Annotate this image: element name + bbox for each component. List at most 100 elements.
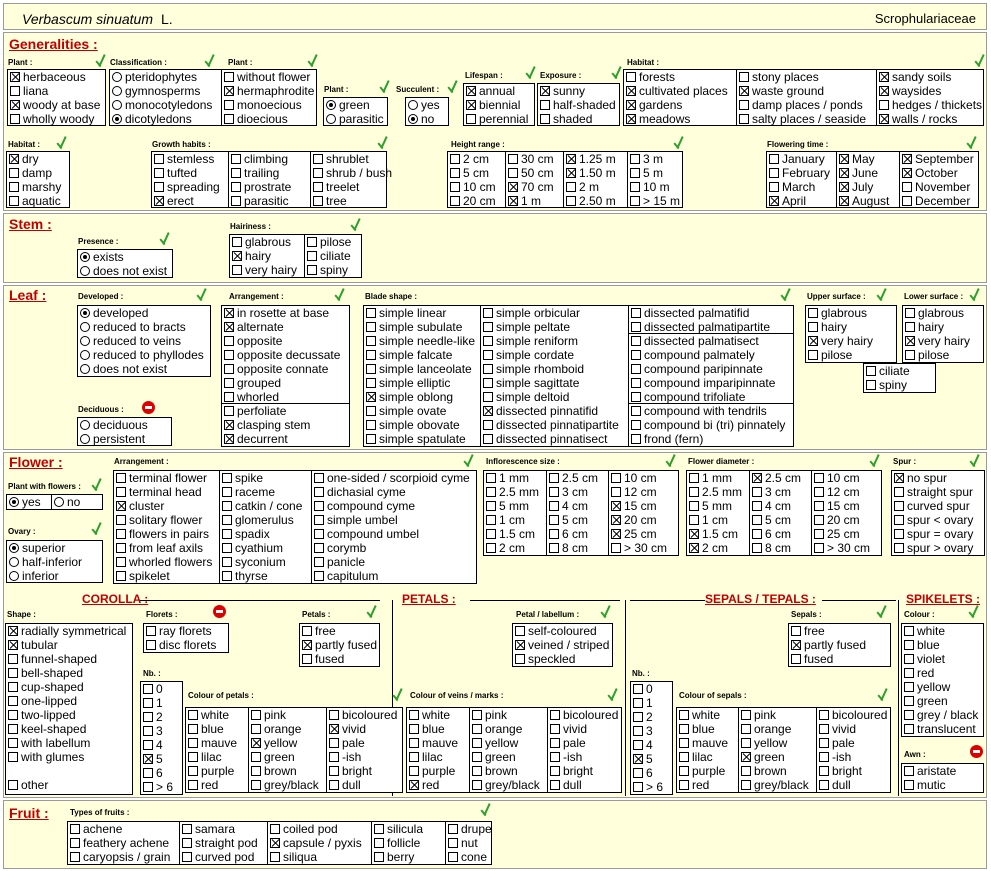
checkbox-mark[interactable]: [611, 487, 621, 497]
checkbox-flowering[interactable]: May: [839, 152, 875, 166]
checkbox-colsep[interactable]: mauve: [679, 736, 728, 750]
checkbox-mark[interactable]: [566, 154, 576, 164]
checkbox-mark[interactable]: [689, 473, 699, 483]
checkbox-nb2[interactable]: 0: [633, 682, 653, 696]
checkbox-blade[interactable]: simple reniform: [483, 334, 578, 348]
checkbox-mark[interactable]: [154, 168, 164, 178]
radio-mark[interactable]: [112, 114, 122, 124]
checkbox-mark[interactable]: [483, 350, 493, 360]
checkbox-mark[interactable]: [508, 168, 518, 178]
checkbox-mark[interactable]: [224, 406, 234, 416]
radio-mark[interactable]: [80, 350, 90, 360]
checkbox-mark[interactable]: [270, 824, 280, 834]
checkbox-mark[interactable]: [224, 350, 234, 360]
checkbox-colpet[interactable]: blue: [188, 722, 224, 736]
checkbox-mark[interactable]: [8, 668, 18, 678]
checkbox-growth[interactable]: shrub / bush: [313, 166, 392, 180]
checkbox-upper[interactable]: pilose: [808, 348, 852, 362]
checkbox-habitat2[interactable]: damp: [9, 166, 52, 180]
checkbox-colveins[interactable]: green: [472, 750, 516, 764]
checkbox-mark[interactable]: [515, 626, 525, 636]
checkbox-fdiam[interactable]: 1.5 cm: [689, 527, 738, 541]
checkbox-mark[interactable]: [329, 766, 339, 776]
checkbox-blade[interactable]: compound imparipinnate: [631, 376, 775, 390]
checkbox-mark[interactable]: [741, 738, 751, 748]
checkbox-farr[interactable]: corymb: [314, 541, 366, 555]
checkbox-mark[interactable]: [630, 182, 640, 192]
checkbox-mark[interactable]: [689, 529, 699, 539]
checkbox-mark[interactable]: [8, 696, 18, 706]
checkbox-fdiam[interactable]: 2.5 cm: [752, 471, 801, 485]
checkbox-fruits[interactable]: nut: [448, 836, 478, 850]
checkbox-mark[interactable]: [329, 780, 339, 790]
checkbox-height[interactable]: 2.50 m: [566, 194, 616, 208]
checkbox-blade[interactable]: simple oblong: [366, 390, 453, 404]
checkbox-mark[interactable]: [879, 114, 889, 124]
checkbox-mark[interactable]: [904, 668, 914, 678]
checkbox-mark[interactable]: [611, 501, 621, 511]
checkbox-mark[interactable]: [10, 72, 20, 82]
checkbox-mark[interactable]: [182, 852, 192, 862]
checkbox-mark[interactable]: [814, 543, 824, 553]
radio-succulent[interactable]: no: [408, 112, 434, 126]
checkbox-petlab[interactable]: self-coloured: [515, 624, 597, 638]
checkbox-colsep[interactable]: -ish: [819, 750, 851, 764]
checkbox-infl[interactable]: 5 cm: [549, 513, 588, 527]
radio-mark[interactable]: [80, 308, 90, 318]
checkbox-mark[interactable]: [689, 501, 699, 511]
checkbox-mark[interactable]: [222, 571, 232, 581]
checkbox-mark[interactable]: [472, 724, 482, 734]
checkbox-mark[interactable]: [307, 251, 317, 261]
checkbox-fruits[interactable]: drupe: [448, 822, 492, 836]
checkbox-blade[interactable]: dissected palmatipartite: [631, 320, 770, 334]
checkbox-farr[interactable]: capitulum: [314, 569, 378, 583]
checkbox-petals[interactable]: partly fused: [302, 638, 377, 652]
checkbox-habitat2[interactable]: aquatic: [9, 194, 61, 208]
checkbox-mark[interactable]: [550, 752, 560, 762]
checkbox-height[interactable]: 1.50 m: [566, 166, 616, 180]
checkbox-mark[interactable]: [486, 529, 496, 539]
radio-deciduous[interactable]: deciduous: [80, 418, 148, 432]
checkbox-fdiam[interactable]: 1 mm: [689, 471, 732, 485]
radio-mark[interactable]: [80, 322, 90, 332]
checkbox-plant2[interactable]: hermaphrodite: [224, 84, 314, 98]
checkbox-exposure[interactable]: half-shaded: [540, 98, 616, 112]
checkbox-hairiness[interactable]: ciliate: [307, 249, 351, 263]
checkbox-fdiam[interactable]: 6 cm: [752, 527, 791, 541]
checkbox-exposure[interactable]: shaded: [540, 112, 592, 126]
checkbox-mark[interactable]: [769, 154, 779, 164]
checkbox-colveins[interactable]: brown: [472, 764, 518, 778]
checkbox-mark[interactable]: [329, 752, 339, 762]
checkbox-arrangement[interactable]: opposite decussate: [224, 348, 340, 362]
checkbox-mark[interactable]: [448, 852, 458, 862]
checkbox-mark[interactable]: [904, 710, 914, 720]
checkbox-mark[interactable]: [515, 654, 525, 664]
checkbox-farr[interactable]: solitary flower: [116, 513, 202, 527]
checkbox-mark[interactable]: [739, 86, 749, 96]
checkbox-plant2[interactable]: monoecious: [224, 98, 302, 112]
checkbox-colveins[interactable]: pale: [550, 736, 586, 750]
checkbox-nb1[interactable]: 0: [143, 682, 163, 696]
checkbox-mark[interactable]: [808, 322, 818, 332]
checkbox-arrangement[interactable]: grouped: [224, 376, 281, 390]
checkbox-colour[interactable]: grey / black: [904, 708, 978, 722]
checkbox-mark[interactable]: [902, 154, 912, 164]
checkbox-mark[interactable]: [116, 487, 126, 497]
radio-mark[interactable]: [112, 100, 122, 110]
checkbox-mark[interactable]: [508, 154, 518, 164]
checkbox-nb2[interactable]: 5: [633, 752, 653, 766]
checkbox-mark[interactable]: [483, 336, 493, 346]
checkbox-height[interactable]: 5 cm: [450, 166, 489, 180]
checkbox-mark[interactable]: [769, 182, 779, 192]
checkbox-mark[interactable]: [10, 114, 20, 124]
checkbox-mark[interactable]: [631, 434, 641, 444]
radio-withflowers[interactable]: yes: [9, 495, 41, 509]
checkbox-infl[interactable]: 2.5 cm: [549, 471, 598, 485]
checkbox-mark[interactable]: [251, 780, 261, 790]
checkbox-mark[interactable]: [251, 752, 261, 762]
checkbox-plant1[interactable]: liana: [10, 84, 48, 98]
checkbox-mark[interactable]: [409, 724, 419, 734]
checkbox-nb2[interactable]: > 6: [633, 780, 663, 794]
checkbox-mark[interactable]: [314, 487, 324, 497]
checkbox-height[interactable]: 3 m: [630, 152, 663, 166]
